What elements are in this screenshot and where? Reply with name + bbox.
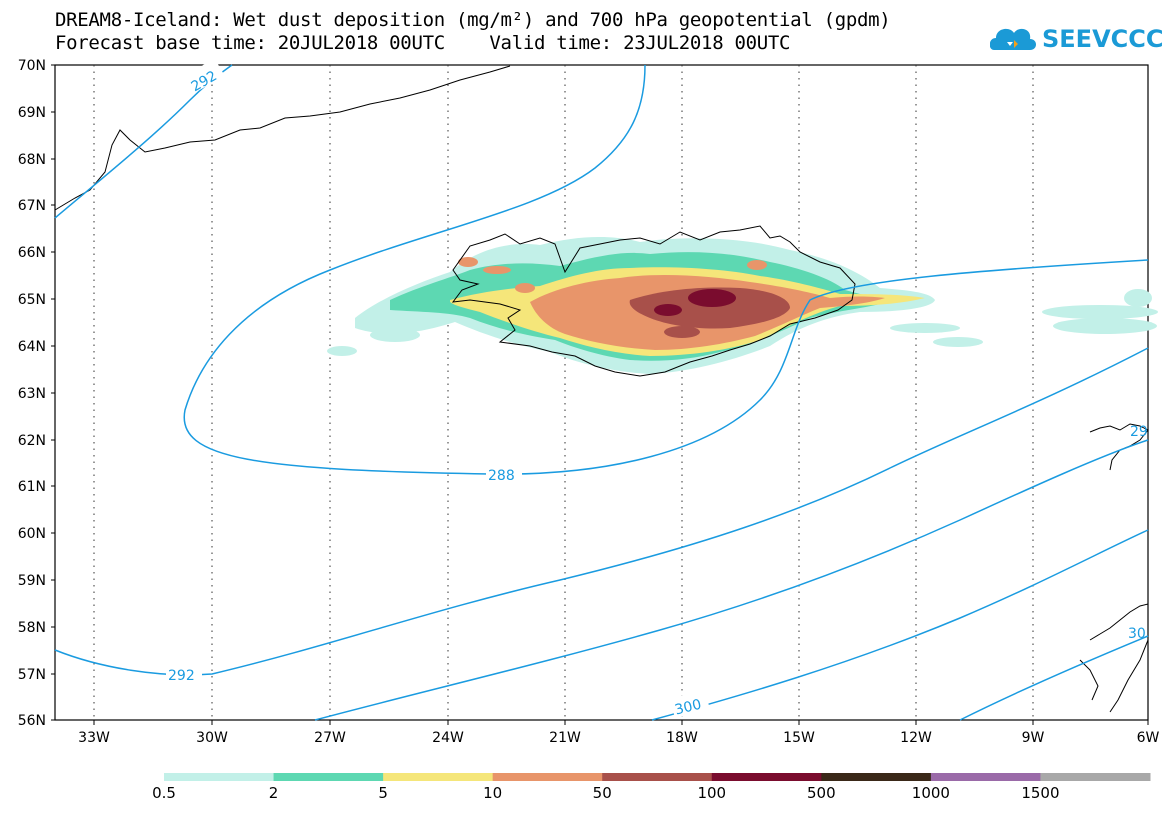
colorbar-segment xyxy=(273,773,384,781)
lon-label: 24W xyxy=(432,730,464,746)
colorbar-segment xyxy=(930,773,1041,781)
lon-label: 33W xyxy=(78,730,110,746)
lon-label: 6W xyxy=(1137,730,1160,746)
seevccc-logo-icon xyxy=(990,28,1036,50)
lat-label: 57N xyxy=(18,667,46,683)
colorbar xyxy=(164,773,1151,781)
colorbar-segment xyxy=(1040,773,1151,781)
colorbar-label: 50 xyxy=(592,784,612,802)
contour-label: 288 xyxy=(488,468,515,484)
lat-label: 59N xyxy=(18,573,46,589)
lon-label: 21W xyxy=(549,730,581,746)
contour-label: 292 xyxy=(168,668,195,684)
lat-label: 56N xyxy=(18,713,46,729)
lon-label: 9W xyxy=(1022,730,1045,746)
logo-text: SEEVCCC xyxy=(1042,25,1164,53)
lon-label: 27W xyxy=(314,730,346,746)
lat-label: 68N xyxy=(18,152,46,168)
colorbar-segment xyxy=(821,773,932,781)
lat-label: 63N xyxy=(18,386,46,402)
lat-label: 64N xyxy=(18,339,46,355)
colorbar-segment xyxy=(164,773,275,781)
lat-label: 60N xyxy=(18,526,46,542)
lat-ticks xyxy=(51,64,55,721)
lat-label: 66N xyxy=(18,245,46,261)
colorbar-label: 100 xyxy=(697,784,727,802)
colorbar-segment xyxy=(711,773,822,781)
colorbar-label: 1000 xyxy=(911,784,950,802)
lon-label: 18W xyxy=(666,730,698,746)
lat-label: 58N xyxy=(18,620,46,636)
lat-label: 67N xyxy=(18,198,46,214)
lat-label: 61N xyxy=(18,479,46,495)
dust-deposition-field xyxy=(327,236,1158,374)
forecast-times: Forecast base time: 20JUL2018 00UTC Vali… xyxy=(55,32,791,54)
lon-labels: 33W 30W 27W 24W 21W 18W 15W 12W 9W 6W xyxy=(78,730,1159,746)
contour-label: 300 xyxy=(673,697,703,719)
lat-label: 62N xyxy=(18,433,46,449)
colorbar-segment xyxy=(492,773,603,781)
colorbar-label: 5 xyxy=(378,784,388,802)
geopotential-contours xyxy=(54,64,1149,721)
colorbar-label: 10 xyxy=(483,784,503,802)
colorbar-segment xyxy=(383,773,494,781)
colorbar-label: 1500 xyxy=(1021,784,1060,802)
contour-label: 29 xyxy=(1130,424,1148,440)
graticule xyxy=(93,65,1034,720)
lon-ticks xyxy=(93,720,1149,725)
contour-label: 30 xyxy=(1128,626,1146,642)
coastlines xyxy=(54,65,1149,713)
colorbar-label: 500 xyxy=(807,784,836,802)
colorbar-segment xyxy=(602,773,713,781)
lon-label: 15W xyxy=(783,730,815,746)
lat-label: 65N xyxy=(18,292,46,308)
lat-label: 70N xyxy=(18,58,46,74)
colorbar-label: 2 xyxy=(268,784,279,802)
lat-label: 69N xyxy=(18,105,46,121)
colorbar-label: 0.5 xyxy=(152,784,176,802)
lon-label: 30W xyxy=(196,730,228,746)
lon-label: 12W xyxy=(900,730,932,746)
lat-labels: 70N 69N 68N 67N 66N 65N 64N 63N 62N 61N … xyxy=(18,58,46,729)
contour-labels: 292 288 292 300 29 30 xyxy=(166,58,1148,719)
map-title: DREAM8-Iceland: Wet dust deposition (mg/… xyxy=(55,9,891,31)
